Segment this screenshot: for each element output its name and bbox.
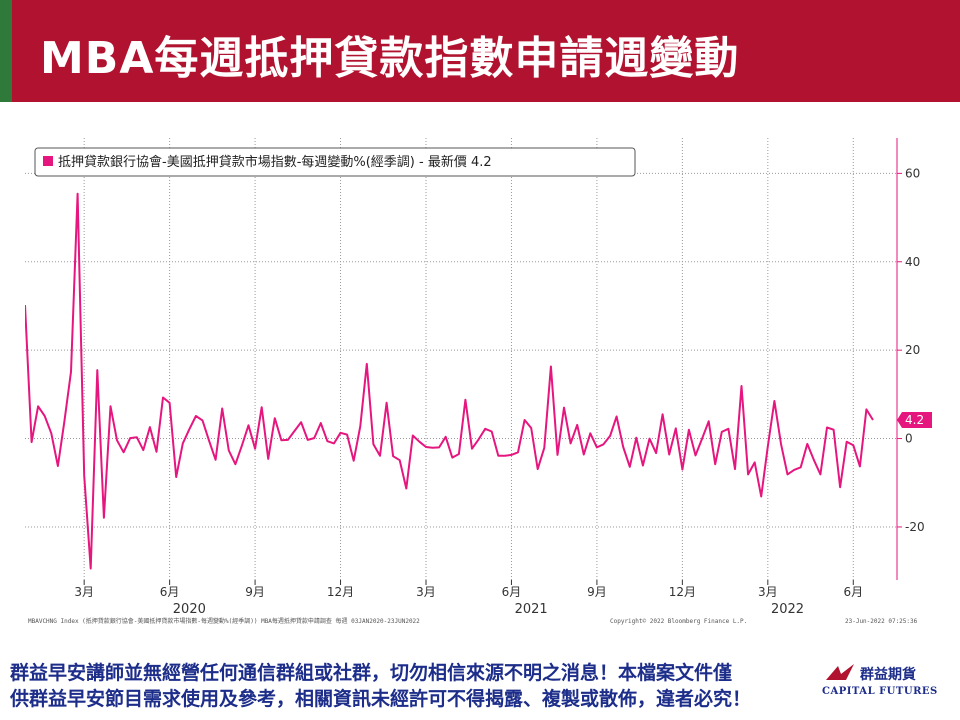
x-tick-label: 6月: [160, 585, 180, 599]
chart-panel: 60 40 20 0 -20 3月 6月 9月 12月 3月 6月 9月 12月 3月 6月 2020 202…: [25, 138, 945, 628]
company-logo: 群益期貨 CAPITAL FUTURES: [818, 660, 953, 716]
x-tick-label: 12月: [669, 585, 696, 599]
x-tick-label: 6月: [502, 585, 522, 599]
y-tick-label: -20: [905, 520, 925, 534]
logo-name-en: CAPITAL FUTURES: [822, 686, 938, 697]
last-value-text: 4.2: [905, 413, 924, 427]
series-line: [25, 192, 874, 570]
legend-swatch: [43, 156, 53, 166]
chart-copyright: Copyright© 2022 Bloomberg Finance L.P.: [610, 618, 747, 625]
x-year-label: 2021: [515, 602, 548, 617]
title-bar: MBA每週抵押貸款指數申請週變動: [0, 0, 960, 102]
y-tick-label: 0: [905, 432, 913, 446]
x-tick-label: 9月: [587, 585, 607, 599]
chart-source-note: MBAVCHNG Index (抵押貸款銀行協會-美國抵押貸款市場指數-每週變動…: [28, 617, 420, 625]
chart-timestamp: 23-Jun-2022 07:25:36: [845, 618, 918, 625]
last-value-label: 4.2: [897, 411, 932, 428]
x-tick-label: 3月: [74, 585, 94, 599]
disclaimer-line-2: 供群益早安節目需求使用及參考，相關資訊未經許可不得揭露、複製或散佈，違者必究！: [10, 688, 752, 710]
x-year-label: 2022: [771, 602, 804, 617]
legend: 抵押貸款銀行協會-美國抵押貸款市場指數-每週變動%(經季調) - 最新價 4.2: [34, 147, 636, 177]
last-value-box: [897, 411, 932, 428]
x-tick-label: 3月: [758, 585, 778, 599]
x-tick-label: 12月: [327, 585, 354, 599]
logo-name-cn: 群益期貨: [860, 667, 916, 683]
x-tick-label: 3月: [416, 585, 436, 599]
y-tick-label: 20: [905, 343, 920, 357]
grid-lines: [25, 138, 897, 580]
x-tick-label: 9月: [245, 585, 265, 599]
legend-box: [34, 147, 636, 177]
y-tick-label: 40: [905, 255, 920, 269]
logo-mark-icon: [826, 664, 854, 680]
y-axis-ticks: 60 40 20 0 -20: [897, 166, 925, 534]
legend-label: 抵押貸款銀行協會-美國抵押貸款市場指數-每週變動%(經季調) - 最新價 4.2: [58, 154, 492, 170]
x-year-label: 2020: [173, 602, 206, 617]
line-chart: 60 40 20 0 -20 3月 6月 9月 12月 3月 6月 9月 12月 3月 6月 2020 202…: [25, 138, 932, 625]
disclaimer-line-1: 群益早安講師並無經營任何通信群組或社群，切勿相信來源不明之消息！本檔案文件僅: [10, 662, 733, 684]
title-accent-stripe: [0, 0, 12, 102]
y-tick-label: 60: [905, 166, 920, 180]
x-tick-label: 6月: [843, 585, 863, 599]
disclaimer: 群益早安講師並無經營任何通信群組或社群，切勿相信來源不明之消息！本檔案文件僅 供…: [10, 660, 810, 712]
page-title: MBA每週抵押貸款指數申請週變動: [40, 33, 740, 84]
x-axis-ticks: 3月 6月 9月 12月 3月 6月 9月 12月 3月 6月 2020 2021 2022: [74, 580, 863, 617]
